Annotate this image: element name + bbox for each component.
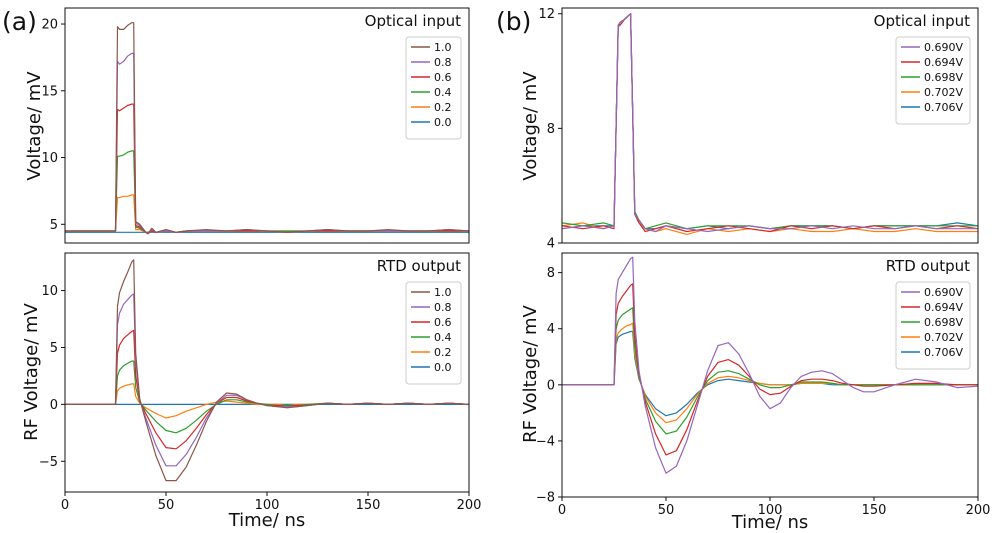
x-tick-label: 100: [255, 498, 280, 513]
x-axis-label: Time/ ns: [731, 512, 809, 533]
y-tick-label: 20: [41, 18, 58, 33]
legend-label: 0.690V: [924, 41, 963, 54]
legend-label: 0.0: [434, 116, 452, 129]
legend-label: 0.8: [434, 301, 452, 314]
y-tick-label: 5: [50, 341, 58, 356]
legend-label: 0.6: [434, 71, 452, 84]
y-tick-label: 4: [547, 322, 555, 337]
legend-box: [895, 281, 971, 370]
plot-frame: [561, 7, 979, 244]
legend-label: 0.2: [434, 346, 452, 359]
panel-label: (a): [2, 7, 37, 36]
y-tick-label: −4: [536, 434, 555, 449]
plot-frame: [64, 7, 470, 244]
legend-label: 1.0: [434, 286, 452, 299]
x-tick-label: 200: [457, 498, 482, 513]
plot-title: Optical input: [874, 12, 970, 30]
legend-label: 0.698V: [924, 71, 963, 84]
legend-label: 0.690V: [924, 286, 963, 299]
y-tick-label: 4: [547, 237, 555, 252]
panel-label: (b): [496, 7, 531, 36]
legend-box: [895, 36, 971, 125]
y-tick-label: −5: [39, 455, 58, 470]
y-tick-label: −8: [536, 491, 555, 506]
y-axis-label: Voltage/ mV: [520, 71, 541, 181]
y-tick-label: 10: [41, 151, 58, 166]
series-line-a-top-0: [65, 22, 469, 235]
legend-label: 0.2: [434, 101, 452, 114]
legend-label: 0.706V: [924, 101, 963, 114]
y-tick-label: 5: [50, 218, 58, 233]
x-tick-label: 100: [758, 503, 783, 518]
legend-label: 0.6: [434, 316, 452, 329]
legend: 0.690V 0.694V 0.698V 0.702V 0.706V: [895, 281, 971, 370]
x-tick-label: 0: [61, 498, 69, 513]
series-line-b-bottom-2: [562, 307, 978, 435]
chart-b-rtd-output: −8 −4 0 4 8 0 50 100 150 200 Time/ ns RF Voltage/ m…: [520, 252, 991, 533]
legend-label: 0.4: [434, 331, 452, 344]
series-line-a-top-3: [65, 150, 469, 233]
x-tick-label: 0: [558, 503, 566, 518]
plot-title: RTD output: [886, 257, 970, 275]
series-line-b-bottom-1: [562, 283, 978, 456]
y-tick-label: 15: [41, 84, 58, 99]
series-line-b-top-0: [562, 13, 978, 233]
legend-label: 0.0: [434, 361, 452, 374]
legend: 1.0 0.8 0.6 0.4 0.2 0.0: [405, 281, 462, 385]
x-tick-label: 50: [658, 503, 675, 518]
x-tick-label: 50: [158, 498, 175, 513]
series-line-a-top-4: [65, 194, 469, 233]
legend-label: 0.698V: [924, 316, 963, 329]
plot-title: Optical input: [365, 12, 461, 30]
y-tick-label: 8: [547, 122, 555, 137]
plot-title: RTD output: [377, 257, 461, 275]
y-tick-label: 12: [538, 7, 555, 22]
legend-label: 1.0: [434, 41, 452, 54]
y-tick-label: 8: [547, 266, 555, 281]
legend-label: 0.694V: [924, 56, 963, 69]
legend: 0.690V 0.694V 0.698V 0.702V 0.706V: [895, 36, 971, 125]
x-tick-label: 150: [862, 503, 887, 518]
legend-label: 0.4: [434, 86, 452, 99]
y-axis-label: Voltage/ mV: [24, 71, 45, 181]
y-tick-label: 10: [41, 284, 58, 299]
x-tick-label: 150: [356, 498, 381, 513]
legend: 1.0 0.8 0.6 0.4 0.2 0.0: [405, 36, 462, 140]
legend-label: 0.702V: [924, 331, 963, 344]
x-axis-label: Time/ ns: [228, 510, 306, 531]
series-line-a-bottom-0: [65, 259, 469, 482]
chart-a-optical-input: 5 10 15 20 Voltage/ mV Optical input (a) 1.0 0.8…: [2, 7, 470, 244]
legend-label: 0.706V: [924, 346, 963, 359]
legend-label: 0.8: [434, 56, 452, 69]
y-axis-label: RF Voltage/ mV: [520, 304, 541, 442]
y-tick-label: 0: [50, 398, 58, 413]
x-tick-label: 200: [966, 503, 991, 518]
y-axis-label: RF Voltage/ mV: [21, 302, 42, 440]
series-line-a-bottom-4: [65, 383, 469, 419]
y-tick-label: 0: [547, 378, 555, 393]
series-line-b-bottom-0: [562, 256, 978, 474]
legend-label: 0.702V: [924, 86, 963, 99]
legend-label: 0.694V: [924, 301, 963, 314]
